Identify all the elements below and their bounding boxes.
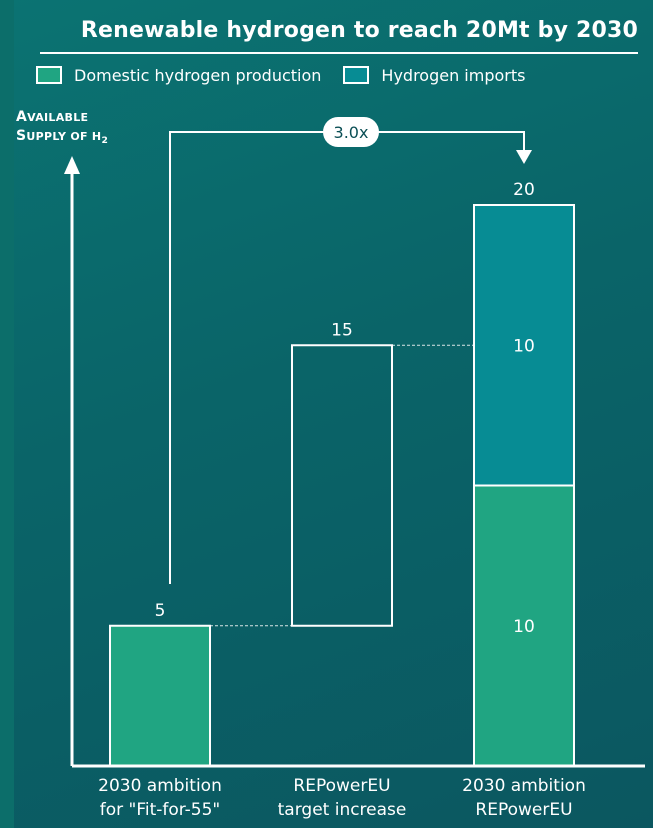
multiplier-label: 3.0x: [334, 123, 369, 142]
bar-2-total-label: 15: [331, 320, 353, 340]
legend-label-imports: Hydrogen imports: [381, 65, 526, 85]
legend-swatch-imports: [343, 66, 370, 84]
category-label-1: 2030 ambition for "Fit-for-55": [75, 774, 245, 822]
multiplier-badge: [323, 117, 379, 147]
y-axis-arrowhead: [64, 156, 80, 174]
bar-2: [291, 344, 393, 627]
category-label-3-line-1: 2030 ambition: [462, 776, 586, 796]
y-axis-label-line2: SUPPLY OF H2: [16, 128, 109, 147]
multiplier-arrowhead: [516, 150, 532, 164]
category-label-1-line-1: 2030 ambition: [98, 776, 222, 796]
legend-swatch-domestic: [36, 66, 62, 84]
y-axis-label-subscript: 2: [101, 135, 109, 147]
legend-item-domestic: Domestic hydrogen production: [36, 66, 321, 85]
category-label-3: 2030 ambition REPowerEU: [439, 774, 609, 822]
category-label-2-line-1: REPowerEU: [293, 776, 391, 796]
chart-title: Renewable hydrogen to reach 20Mt by 2030: [80, 18, 638, 43]
bar-3-segment-2: [473, 204, 575, 487]
bar-3-segment-1-label: 10: [513, 617, 535, 637]
y-axis-label: AVAILABLE SUPPLY OF H2: [16, 108, 156, 150]
bar-3-segment-1: [473, 484, 575, 767]
bar-3-total-label: 20: [513, 180, 535, 200]
category-label-3-line-2: REPowerEU: [475, 800, 573, 820]
legend-label-domestic: Domestic hydrogen production: [74, 65, 322, 85]
legend: Domestic hydrogen production Hydrogen im…: [36, 64, 547, 86]
y-axis-label-line1: AVAILABLE: [16, 109, 89, 125]
category-label-1-line-2: for "Fit-for-55": [99, 800, 221, 820]
multiplier-bracket: [169, 131, 525, 584]
category-label-2-line-2: target increase: [277, 800, 407, 820]
bar-3-segment-2-label: 10: [513, 336, 535, 356]
title-rule: [40, 52, 638, 54]
bar-1-total-label: 5: [155, 601, 166, 621]
left-edge-strip: [0, 0, 14, 828]
category-label-2: REPowerEU target increase: [257, 774, 427, 822]
legend-item-imports: Hydrogen imports: [343, 66, 525, 85]
bar-1: [109, 624, 211, 767]
